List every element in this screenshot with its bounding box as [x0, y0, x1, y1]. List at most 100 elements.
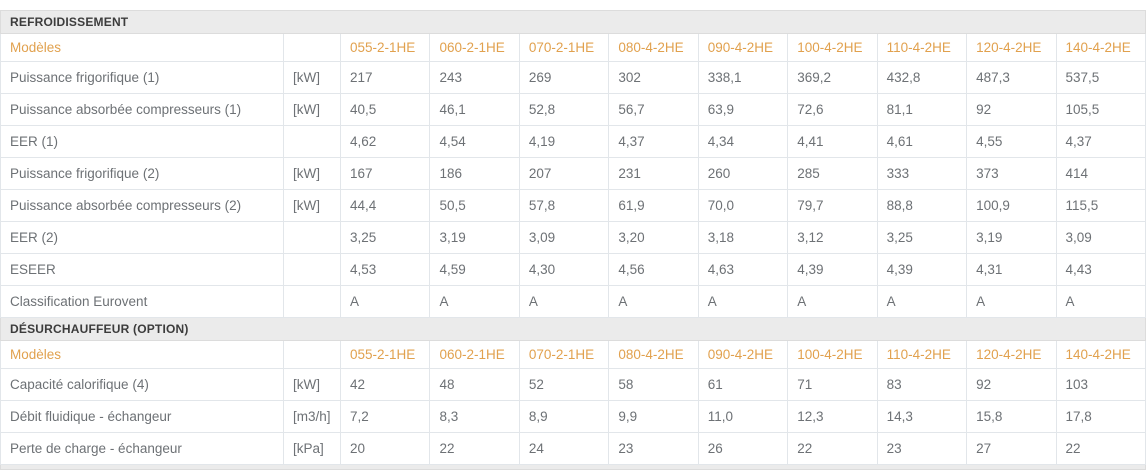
cell-value: 103: [1055, 368, 1146, 401]
cell-value: 4,31: [966, 253, 1057, 286]
model-name: 080-4-2HE: [608, 33, 699, 62]
models-header-row: Modèles 055-2-1HE 060-2-1HE 070-2-1HE 080-4-…: [0, 340, 1146, 369]
next-section-header-band: [0, 464, 1146, 470]
row-unit: [kW]: [283, 93, 341, 126]
model-name: 060-2-1HE: [429, 340, 520, 369]
cell-value: A: [876, 285, 968, 318]
cell-value: 63,9: [697, 93, 789, 126]
cell-value: 338,1: [697, 61, 789, 94]
cell-value: 61: [697, 368, 789, 401]
cell-value: 88,8: [876, 189, 968, 222]
cell-value: 22: [429, 432, 520, 465]
cell-value: 167: [339, 157, 431, 190]
cell-value: 432,8: [876, 61, 968, 94]
section-header-title: REFROIDISSEMENT: [0, 10, 1146, 34]
row-label: Capacité calorifique (4): [0, 368, 284, 401]
cell-value: 100,9: [966, 189, 1057, 222]
cell-value: 4,59: [429, 253, 520, 286]
cell-value: 8,3: [429, 400, 520, 433]
cell-value: 4,37: [608, 125, 699, 158]
row-label: Puissance absorbée compresseurs (1): [0, 93, 284, 126]
cell-value: 81,1: [876, 93, 968, 126]
row-unit: [283, 285, 341, 318]
model-name: 100-4-2HE: [787, 340, 878, 369]
row-label: Puissance frigorifique (1): [0, 61, 284, 94]
cell-value: 7,2: [339, 400, 431, 433]
models-row-unit: [283, 340, 341, 369]
table-row: EER (1) 4,62 4,54 4,19 4,37 4,34 4,41 4,61 4,55 4…: [0, 125, 1146, 158]
row-unit: [kW]: [283, 61, 341, 94]
row-label: EER (1): [0, 125, 284, 158]
cell-value: 537,5: [1055, 61, 1146, 94]
table-row: ESEER 4,53 4,59 4,30 4,56 4,63 4,39 4,39 4,31 4,4…: [0, 253, 1146, 286]
cell-value: A: [429, 285, 520, 318]
cell-value: 61,9: [608, 189, 699, 222]
model-name: 090-4-2HE: [697, 340, 789, 369]
cell-value: 4,53: [339, 253, 431, 286]
cell-value: 12,3: [787, 400, 878, 433]
cell-value: A: [966, 285, 1057, 318]
row-unit: [283, 125, 341, 158]
cell-value: 414: [1055, 157, 1146, 190]
models-row-label: Modèles: [0, 340, 284, 369]
cell-value: 207: [518, 157, 610, 190]
section-header-row: REFROIDISSEMENT: [0, 10, 1146, 34]
table-row: Débit fluidique - échangeur [m3/h] 7,2 8,3 8…: [0, 400, 1146, 433]
row-unit: [kW]: [283, 189, 341, 222]
cell-value: A: [608, 285, 699, 318]
cell-value: 92: [966, 93, 1057, 126]
cell-value: 20: [339, 432, 431, 465]
row-label: EER (2): [0, 221, 284, 254]
models-row-unit: [283, 33, 341, 62]
cell-value: 4,30: [518, 253, 610, 286]
cell-value: 4,63: [697, 253, 789, 286]
table-row: Capacité calorifique (4) [kW] 42 48 52 58 61 71…: [0, 368, 1146, 401]
cell-value: 115,5: [1055, 189, 1146, 222]
cell-value: 487,3: [966, 61, 1057, 94]
cell-value: 217: [339, 61, 431, 94]
cell-value: 23: [876, 432, 968, 465]
cell-value: A: [697, 285, 789, 318]
row-unit: [283, 253, 341, 286]
cell-value: 243: [429, 61, 520, 94]
cell-value: 72,6: [787, 93, 878, 126]
cell-value: A: [339, 285, 431, 318]
models-row-label: Modèles: [0, 33, 284, 62]
table-row: Puissance frigorifique (1) [kW] 217 243 269 3…: [0, 61, 1146, 94]
models-header-row: Modèles 055-2-1HE 060-2-1HE 070-2-1HE 080-4-…: [0, 33, 1146, 62]
cell-value: 52,8: [518, 93, 610, 126]
cell-value: 14,3: [876, 400, 968, 433]
cell-value: 79,7: [787, 189, 878, 222]
cell-value: 46,1: [429, 93, 520, 126]
model-name: 060-2-1HE: [429, 33, 520, 62]
cell-value: 8,9: [518, 400, 610, 433]
cell-value: 4,41: [787, 125, 878, 158]
spec-table: REFROIDISSEMENT Modèles 055-2-1HE 060-2-1HE…: [0, 10, 1146, 470]
row-unit: [m3/h]: [283, 400, 341, 433]
cell-value: 3,19: [429, 221, 520, 254]
cell-value: 4,19: [518, 125, 610, 158]
model-name: 100-4-2HE: [787, 33, 878, 62]
cell-value: 373: [966, 157, 1057, 190]
cell-value: 186: [429, 157, 520, 190]
model-name: 090-4-2HE: [697, 33, 789, 62]
cell-value: 26: [697, 432, 789, 465]
row-unit: [kPa]: [283, 432, 341, 465]
cell-value: 3,12: [787, 221, 878, 254]
model-name: 120-4-2HE: [966, 33, 1057, 62]
model-name: 070-2-1HE: [518, 340, 610, 369]
cell-value: 58: [608, 368, 699, 401]
model-name: 055-2-1HE: [339, 33, 431, 62]
row-label: Puissance absorbée compresseurs (2): [0, 189, 284, 222]
next-section-header-partial: [0, 464, 1146, 470]
cell-value: 4,39: [876, 253, 968, 286]
model-name: 070-2-1HE: [518, 33, 610, 62]
cell-value: 52: [518, 368, 610, 401]
cell-value: 3,09: [1055, 221, 1146, 254]
table-row: Puissance frigorifique (2) [kW] 167 186 207 2…: [0, 157, 1146, 190]
cell-value: 4,62: [339, 125, 431, 158]
cell-value: 71: [787, 368, 878, 401]
model-name: 080-4-2HE: [608, 340, 699, 369]
cell-value: 4,39: [787, 253, 878, 286]
